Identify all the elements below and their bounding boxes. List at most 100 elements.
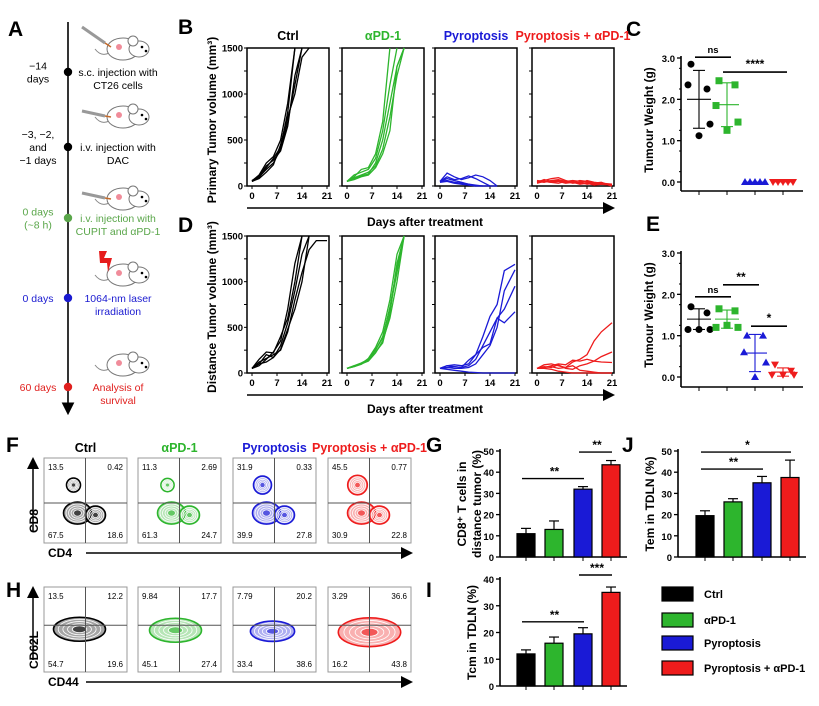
mouse-icon xyxy=(94,351,150,377)
y-tick-label: 0 xyxy=(238,369,243,380)
bar xyxy=(601,591,621,687)
y-tick-label: 40 xyxy=(483,575,494,586)
legend-label: αPD-1 xyxy=(704,615,736,627)
timeline-dot xyxy=(63,67,73,77)
panel-label-g: G xyxy=(426,434,442,457)
significance-label: *** xyxy=(590,561,604,575)
timeline-step-description: 1064-nm laser xyxy=(84,293,152,305)
data-point xyxy=(712,323,720,331)
quadrant-value-lower-left: 30.9 xyxy=(332,531,348,540)
quadrant-value-lower-right: 27.4 xyxy=(201,660,217,669)
timeline-step-description: s.c. injection with xyxy=(78,67,158,79)
x-tick-label: 7 xyxy=(369,378,374,389)
legend-label: Pyroptosis xyxy=(704,638,761,650)
timeline-step-description: CT26 cells xyxy=(93,80,143,92)
x-tick-label: 21 xyxy=(417,191,428,202)
y-tick-label: 500 xyxy=(227,136,243,147)
y-axis-title: CD8 xyxy=(27,509,41,533)
panel-label-d: D xyxy=(178,214,193,237)
y-tick-label: 0 xyxy=(238,182,243,193)
y-tick-label: 50 xyxy=(661,447,672,458)
significance-label: * xyxy=(745,438,750,452)
data-point xyxy=(706,325,714,333)
quadrant-value-upper-right: 2.69 xyxy=(201,463,217,472)
x-tick-label: 14 xyxy=(392,191,403,202)
significance-label: * xyxy=(767,311,772,325)
x-tick-label: 7 xyxy=(274,191,279,202)
quadrant-value-upper-left: 7.79 xyxy=(237,592,253,601)
significance-label: **** xyxy=(746,57,765,71)
flow-contour xyxy=(52,616,107,643)
y-tick-label: 3.0 xyxy=(662,249,675,260)
plot-frame xyxy=(531,235,615,374)
y-tick-label: 1000 xyxy=(222,90,243,101)
timeline-dot xyxy=(63,142,73,152)
panel-label-j: J xyxy=(622,434,634,457)
y-tick-label: 50 xyxy=(483,447,494,458)
bar xyxy=(752,482,772,558)
growth-curve xyxy=(346,235,405,370)
timeline-step-description: Analysis of xyxy=(93,382,144,394)
y-axis-title: Primary Tumor volume (mm³) xyxy=(205,37,219,203)
x-tick-label: 7 xyxy=(462,378,467,389)
quadrant-value-lower-left: 39.9 xyxy=(237,531,253,540)
group-title: Pyroptosis xyxy=(444,29,509,43)
y-tick-label: 0 xyxy=(667,553,672,564)
legend-label: Ctrl xyxy=(704,589,723,601)
growth-curve xyxy=(251,47,310,183)
syringe-icon xyxy=(81,191,112,200)
timeline-time-label: −1 days xyxy=(19,155,56,167)
quadrant-value-lower-right: 38.6 xyxy=(296,660,312,669)
timeline-time-label: (~8 h) xyxy=(24,220,52,232)
y-tick-label: 1.0 xyxy=(662,332,675,343)
flow-contour xyxy=(346,474,391,525)
timeline-step-description: survival xyxy=(100,395,136,407)
x-tick-label: 14 xyxy=(297,378,308,389)
bar xyxy=(780,476,800,558)
x-tick-label: 0 xyxy=(534,191,539,202)
y-tick-label: 1000 xyxy=(222,277,243,288)
timeline-dot xyxy=(63,293,73,303)
timeline-time-label: and xyxy=(29,142,47,154)
data-point xyxy=(740,348,748,356)
growth-curve xyxy=(439,269,516,370)
growth-curve xyxy=(346,47,405,183)
y-tick-label: 40 xyxy=(483,468,494,479)
timeline-step-description: CUPIT and αPD-1 xyxy=(76,226,161,238)
group-title: Ctrl xyxy=(75,441,97,455)
legend-label: Pyroptosis + αPD-1 xyxy=(704,663,805,675)
bar xyxy=(544,528,564,558)
data-point xyxy=(734,323,742,331)
quadrant-value-lower-left: 16.2 xyxy=(332,660,348,669)
y-axis-title: distance tumor (%) xyxy=(470,450,484,558)
timeline-time-label: −3, −2, xyxy=(22,129,55,141)
x-axis-title: Days after treatment xyxy=(367,215,483,229)
quadrant-value-lower-right: 27.8 xyxy=(296,531,312,540)
quadrant-value-lower-right: 43.8 xyxy=(391,660,407,669)
panel-label-a: A xyxy=(8,18,23,41)
y-axis-title: Tcm in TDLN (%) xyxy=(465,585,479,680)
flow-contour xyxy=(62,477,107,525)
x-tick-label: 14 xyxy=(485,191,496,202)
significance-label: ** xyxy=(729,455,739,469)
data-point xyxy=(712,102,720,110)
quadrant-value-upper-left: 31.9 xyxy=(237,463,253,472)
x-tick-label: 0 xyxy=(534,378,539,389)
quadrant-value-upper-right: 20.2 xyxy=(296,592,312,601)
legend-item: αPD-1 xyxy=(661,612,736,628)
data-point xyxy=(687,303,695,311)
y-tick-label: 0.0 xyxy=(662,373,675,384)
flow-contour xyxy=(251,475,296,525)
data-point xyxy=(768,371,776,379)
significance-label: ns xyxy=(707,45,718,56)
bar xyxy=(573,633,593,687)
growth-curve xyxy=(439,180,476,187)
data-point xyxy=(731,81,739,89)
flow-contour xyxy=(148,617,203,644)
data-point xyxy=(684,81,692,89)
timeline-time-label: 0 days xyxy=(23,293,54,305)
legend-swatch xyxy=(661,612,694,628)
y-tick-label: 2.0 xyxy=(662,95,675,106)
growth-curve xyxy=(251,235,303,370)
y-tick-label: 1.0 xyxy=(662,137,675,148)
